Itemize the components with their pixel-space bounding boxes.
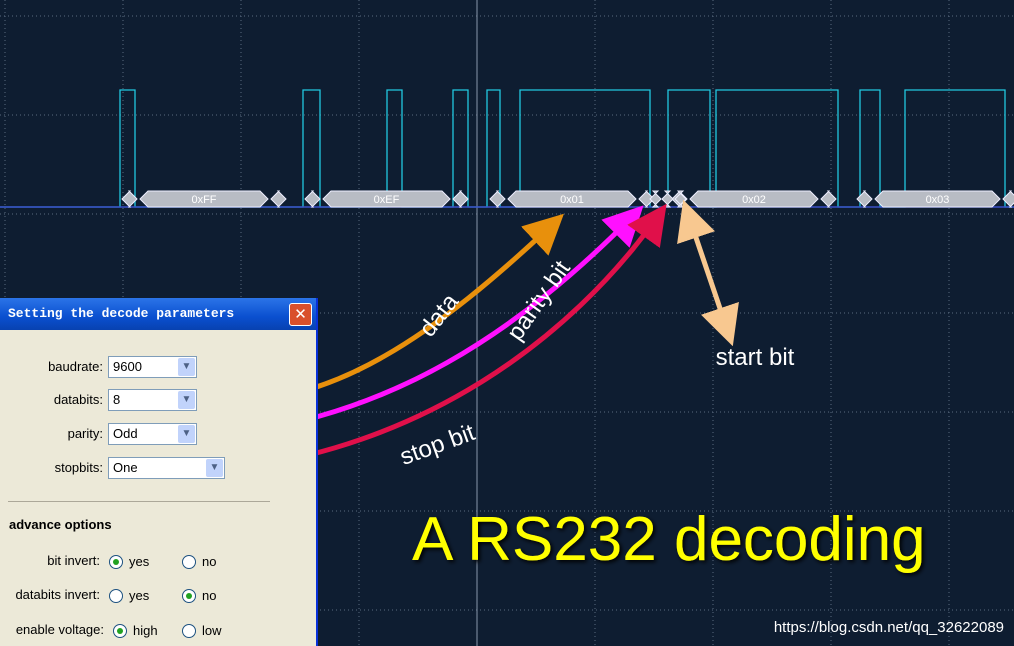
- section-title: advance options: [9, 517, 112, 532]
- radio-button[interactable]: [109, 555, 123, 569]
- radio-label: low: [202, 623, 222, 638]
- watermark: https://blog.csdn.net/qq_32622089: [774, 619, 1004, 636]
- annotation: stop bit: [396, 419, 478, 471]
- dropdown-value: 8: [113, 392, 121, 407]
- radio-button[interactable]: [182, 624, 196, 638]
- bit-frame: [661, 190, 674, 208]
- dropdown-value: One: [113, 460, 138, 475]
- dropdown-value: 9600: [113, 359, 142, 374]
- annotation: parity bit: [502, 256, 576, 346]
- field-label: databits:: [53, 392, 103, 407]
- bit-frame: [1002, 190, 1014, 208]
- bit-frame: [304, 190, 321, 208]
- waveform: [0, 89, 1014, 208]
- radio-label: no: [202, 554, 217, 569]
- headline: A RS232 decoding: [412, 505, 926, 574]
- dialog-title: Setting the decode parameters ✕: [0, 298, 316, 330]
- byte-label: 0xFF: [191, 194, 216, 206]
- radio-label: yes: [129, 588, 150, 603]
- byte-frame: [139, 190, 269, 208]
- dropdown-arrow[interactable]: ▼: [178, 358, 195, 376]
- radio-label: high: [133, 623, 158, 638]
- dropdown-arrow[interactable]: ▼: [178, 391, 195, 409]
- title-text: Setting the decode parameters: [8, 306, 235, 321]
- dropdown-arrow[interactable]: ▼: [206, 459, 223, 477]
- field-label: stopbits:: [54, 460, 103, 475]
- bit-frame: [674, 190, 687, 208]
- field-label: parity:: [67, 426, 103, 441]
- bit-frame: [489, 190, 506, 208]
- option-label: enable voltage:: [15, 622, 104, 637]
- radio-button[interactable]: [113, 624, 127, 638]
- option-label: databits invert:: [15, 587, 100, 602]
- bit-frame: [649, 190, 662, 208]
- radio-button[interactable]: [109, 589, 123, 603]
- field-label: baudrate:: [48, 359, 103, 374]
- annotation: start bit: [716, 344, 795, 371]
- radio-label: no: [202, 588, 217, 603]
- dropdown[interactable]: 9600 ▼: [108, 356, 197, 378]
- byte-label: 0xEF: [374, 194, 400, 206]
- dropdown[interactable]: One ▼: [108, 457, 225, 479]
- dropdown[interactable]: Odd ▼: [108, 423, 197, 445]
- dropdown[interactable]: 8 ▼: [108, 389, 197, 411]
- bit-frame: [270, 190, 287, 208]
- bit-frame: [121, 190, 138, 208]
- radio-button[interactable]: [182, 555, 196, 569]
- byte-frame: [874, 190, 1001, 208]
- separator: [8, 501, 270, 502]
- byte-label: 0x03: [926, 194, 950, 206]
- dropdown-value: Odd: [113, 426, 138, 441]
- byte-label: 0x02: [742, 194, 766, 206]
- close-button[interactable]: ✕: [289, 303, 312, 326]
- byte-label: 0x01: [560, 194, 584, 206]
- bit-frame: [820, 190, 837, 208]
- radio-button[interactable]: [182, 589, 196, 603]
- dialog: Setting the decode parameters ✕ advance o…: [0, 298, 318, 646]
- bit-frame: [856, 190, 873, 208]
- radio-label: yes: [129, 554, 150, 569]
- dropdown-arrow[interactable]: ▼: [178, 425, 195, 443]
- option-label: bit invert:: [47, 553, 100, 568]
- decode-bus: 0xFF 0xEF 0x01 0x02 0x03: [121, 190, 1014, 208]
- start-arrow: [677, 199, 739, 347]
- bit-frame: [452, 190, 469, 208]
